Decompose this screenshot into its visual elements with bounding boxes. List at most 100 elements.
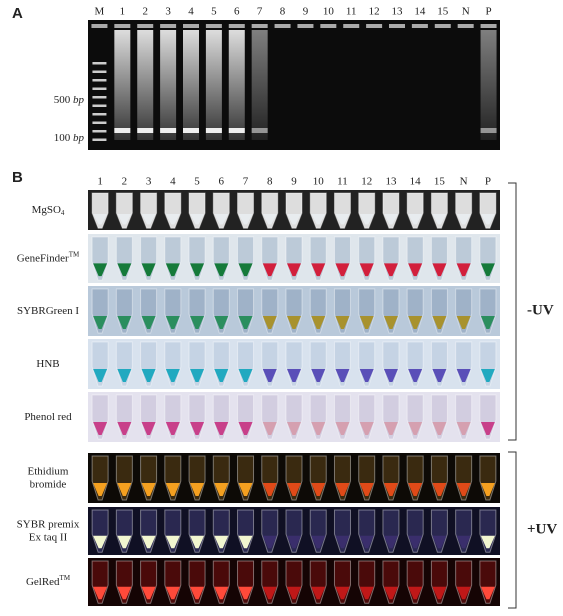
tube-liquid (93, 316, 108, 329)
tube-liquid (165, 263, 180, 277)
ladder-band (92, 104, 107, 107)
panel-label: B (12, 169, 23, 186)
tube-liquid (335, 214, 350, 225)
well (183, 24, 199, 28)
lane-label: 6 (219, 176, 225, 188)
tube-liquid (408, 422, 423, 435)
group-label: -UV (527, 302, 554, 318)
tube-liquid (311, 483, 326, 496)
smear (228, 30, 245, 140)
band (137, 128, 154, 133)
tube-liquid (238, 316, 253, 329)
row-label: MgSO4 (32, 204, 65, 217)
lane-label: 4 (188, 6, 194, 18)
lane-label: 10 (313, 176, 325, 188)
tube-liquid (311, 369, 326, 382)
tube-liquid (311, 422, 326, 435)
tube-liquid (214, 263, 229, 277)
tube-liquid (480, 586, 495, 600)
gel (88, 20, 500, 150)
tube-liquid (238, 483, 253, 496)
tube-liquid (262, 483, 277, 496)
tube-liquid (456, 586, 471, 600)
tube-liquid (141, 214, 156, 225)
tube-liquid (287, 586, 301, 600)
ladder-band (92, 121, 107, 124)
smear (183, 30, 199, 140)
lane-label: N (462, 6, 470, 18)
lane-label: 15 (437, 6, 449, 18)
tube-liquid (383, 483, 398, 496)
tube-liquid (359, 316, 374, 329)
tube-liquid (190, 369, 205, 382)
tube-liquid (93, 535, 108, 549)
well (137, 24, 154, 28)
tube-liquid (287, 316, 301, 329)
smear (205, 30, 222, 140)
tube-liquid (383, 263, 398, 277)
tube-liquid (456, 483, 471, 496)
tube-liquid (165, 369, 180, 382)
tube-liquid (456, 214, 471, 225)
lane-label: 14 (414, 6, 426, 18)
well (366, 24, 383, 28)
bracket (508, 182, 517, 609)
tube-liquid (238, 535, 253, 549)
tube-liquid (190, 586, 205, 600)
tube-liquid (335, 316, 350, 329)
tube-liquid (287, 535, 301, 549)
lane-label: 8 (267, 176, 273, 188)
tube-liquid (117, 316, 132, 329)
tube-liquid (456, 263, 471, 277)
tube-liquid (311, 214, 326, 225)
lane-label: 12 (361, 176, 372, 188)
tube-liquid (238, 422, 253, 435)
lane-label: 1 (120, 6, 126, 18)
well (91, 24, 108, 28)
tube-liquid (214, 422, 229, 435)
well (160, 24, 177, 28)
lane-label: 3 (165, 6, 171, 18)
tube-liquid (335, 263, 350, 277)
tube-liquid (117, 483, 132, 496)
lane-label: N (460, 176, 468, 188)
lane-label: P (485, 176, 491, 188)
band (228, 128, 245, 133)
marker-label: 500 bp (54, 94, 85, 106)
marker-size: 100 (54, 132, 71, 144)
tube-liquid (287, 263, 301, 277)
panel-label: A (12, 5, 23, 22)
tube-liquid (190, 316, 205, 329)
tube-liquid (165, 422, 180, 435)
smear (160, 30, 177, 140)
tube-liquid (262, 369, 277, 382)
lane-label: 10 (323, 6, 335, 18)
tube-liquid (383, 422, 398, 435)
tube-liquid (432, 263, 447, 277)
row-label: Ex taq II (29, 531, 68, 543)
lane-label: 7 (243, 176, 249, 188)
lane-label: 5 (211, 6, 217, 18)
band (183, 128, 199, 133)
tube-liquid (165, 483, 180, 496)
well (434, 24, 451, 28)
well (480, 24, 497, 28)
tube-liquid (359, 214, 374, 225)
tube-liquid (480, 535, 495, 549)
tube-liquid (456, 369, 471, 382)
row-label-text: HNB (36, 358, 59, 370)
row-label: bromide (30, 478, 67, 490)
lane-label: 15 (434, 176, 446, 188)
tube-liquid (408, 535, 423, 549)
tube-liquid (408, 263, 423, 277)
row-label: HNB (36, 358, 59, 370)
tube-liquid (117, 214, 132, 225)
row-label: Phenol red (24, 411, 72, 423)
tube-liquid (383, 214, 398, 225)
band (480, 128, 497, 133)
lane-label: 9 (303, 6, 309, 18)
tube-liquid (383, 586, 398, 600)
tube-liquid (141, 483, 156, 496)
tube-liquid (383, 369, 398, 382)
ladder-band (92, 130, 107, 133)
